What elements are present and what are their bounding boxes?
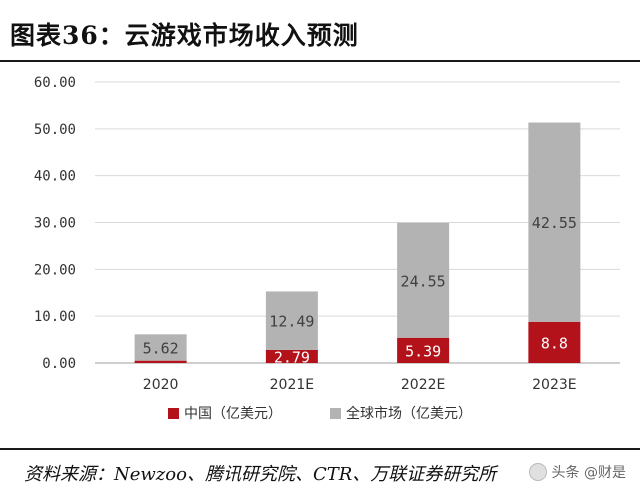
y-tick-label: 30.00 (34, 216, 76, 232)
y-tick-label: 50.00 (34, 122, 76, 138)
data-label-global: 12.49 (269, 313, 314, 331)
bar-china (528, 321, 581, 363)
bar-global (528, 122, 581, 322)
bar-china (265, 349, 318, 363)
data-label-china: 8.8 (541, 334, 568, 352)
x-tick-label: 2020 (143, 377, 179, 393)
title-bar: 图表36：云游戏市场收入预测 (0, 0, 640, 62)
bar-global (134, 334, 187, 361)
x-tick-label: 2021E (270, 377, 314, 393)
legend-global-label: 全球市场（亿美元） (346, 405, 472, 422)
x-tick-label: 2022E (401, 377, 445, 393)
data-label-global: 24.55 (401, 272, 446, 290)
watermark-logo-icon (528, 463, 547, 481)
bar-global (265, 291, 318, 350)
watermark-text: 头条 @财是 (551, 465, 626, 481)
stacked-bar-chart: 0.00 10.00 20.00 30.00 40.00 50.00 60.00 5.62 20… (34, 75, 620, 422)
x-tick-label: 2023E (532, 377, 576, 393)
watermark: 头条 @财是 (528, 462, 626, 482)
y-tick-label: 60.00 (34, 75, 76, 91)
y-tick-label: 0.00 (42, 356, 76, 372)
data-label-global: 5.62 (143, 339, 179, 357)
legend-china-label: 中国（亿美元） (184, 406, 282, 422)
y-tick-label: 20.00 (34, 262, 76, 278)
y-tick-label: 10.00 (34, 309, 76, 325)
page-title: 图表36：云游戏市场收入预测 (10, 21, 359, 50)
source-note: 资料来源：Newzoo、腾讯研究院、CTR、万联证券研究所 (24, 464, 497, 485)
data-label-china: 5.39 (405, 342, 441, 360)
bar-china (134, 360, 187, 363)
data-label-global: 42.55 (532, 214, 577, 232)
bar-china (397, 337, 450, 363)
data-label-china: 2.79 (274, 348, 310, 366)
bar-global (397, 222, 450, 338)
legend-global-swatch (330, 408, 341, 419)
source-bar: 资料来源：Newzoo、腾讯研究院、CTR、万联证券研究所 (0, 448, 640, 500)
y-tick-label: 40.00 (34, 169, 76, 185)
legend-china-swatch (168, 408, 179, 419)
